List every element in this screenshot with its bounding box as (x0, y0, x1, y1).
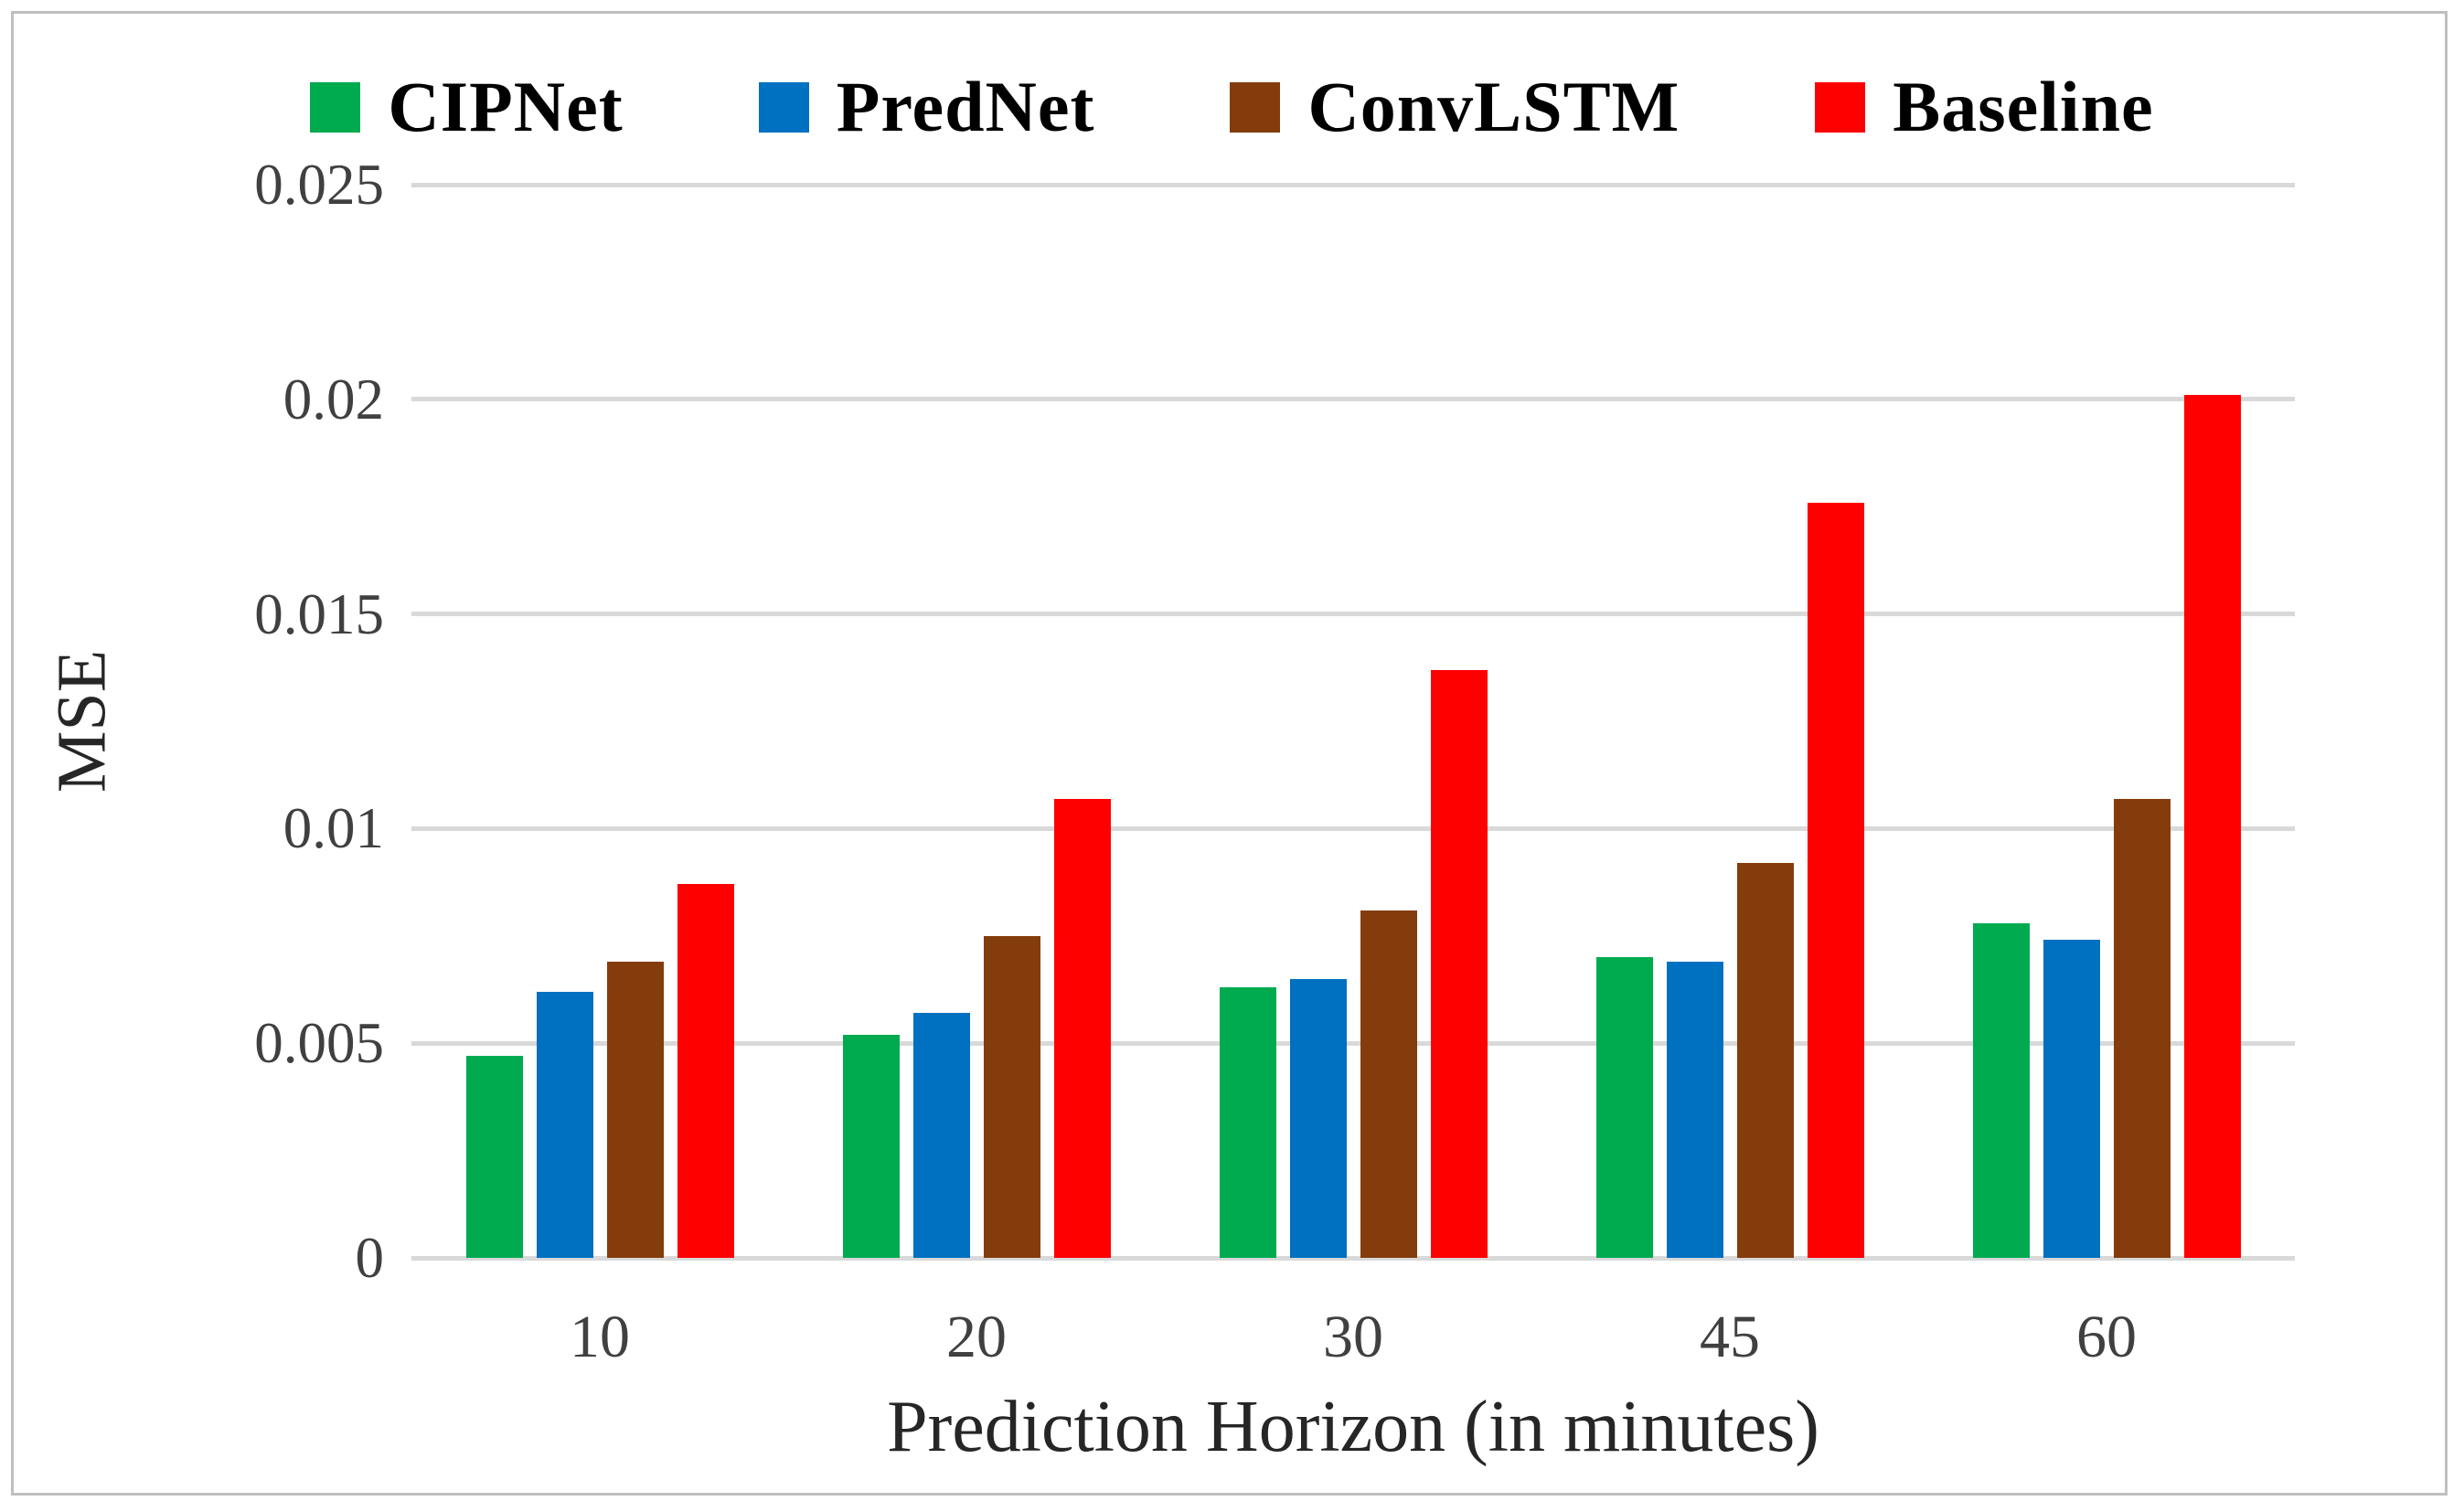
bar-ConvLSTM-60 (2113, 799, 2171, 1258)
y-tick-label-0.025: 0.025 (254, 153, 384, 217)
bar-PredNet-45 (1666, 962, 1723, 1258)
bar-group-20 (788, 185, 1165, 1258)
bar-CIPNet-20 (842, 1035, 900, 1258)
gridline-y-0.02 (411, 397, 2295, 402)
plot-bars (411, 185, 2295, 1258)
y-tick-label-0: 0 (355, 1226, 385, 1290)
bar-group-45 (1541, 185, 1918, 1258)
bar-CIPNet-60 (1972, 923, 2030, 1258)
bar-ConvLSTM-20 (983, 936, 1040, 1258)
legend-label-CIPNet: CIPNet (388, 67, 624, 146)
y-axis-tick-labels: 0 0.005 0.01 0.015 0.02 0.025 (110, 0, 384, 1512)
gridline-y-0.015 (411, 612, 2295, 617)
bar-CIPNet-45 (1595, 957, 1653, 1258)
bar-PredNet-60 (2043, 940, 2100, 1258)
bar-Baseline-60 (2183, 395, 2241, 1258)
legend-label-PredNet: PredNet (836, 67, 1095, 146)
bar-group-10 (411, 185, 788, 1258)
bar-Baseline-20 (1053, 799, 1111, 1258)
bar-PredNet-10 (536, 992, 593, 1258)
x-tick-label-45: 45 (1700, 1304, 1760, 1370)
gridline-y-0 (411, 1255, 2295, 1261)
legend-item-ConvLSTM: ConvLSTM (1230, 71, 1680, 143)
bar-ConvLSTM-45 (1736, 863, 1794, 1258)
bar-Baseline-10 (677, 884, 734, 1258)
y-tick-label-0.01: 0.01 (283, 796, 384, 861)
legend-label-Baseline: Baseline (1893, 67, 2154, 146)
gridline-y-0.025 (411, 182, 2295, 187)
plot-gridlines (411, 182, 2295, 1261)
bar-ConvLSTM-30 (1360, 910, 1417, 1258)
legend-swatch-Baseline (1815, 81, 1866, 133)
legend: CIPNet PredNet ConvLSTM Baseline (0, 71, 2464, 143)
gridline-y-0.01 (411, 825, 2295, 831)
bar-Baseline-30 (1430, 670, 1488, 1258)
x-tick-label-20: 20 (946, 1304, 1007, 1370)
bar-ConvLSTM-10 (606, 962, 664, 1258)
legend-item-PredNet: PredNet (758, 67, 1095, 146)
bar-CIPNet-10 (465, 1056, 523, 1258)
bar-CIPNet-30 (1219, 987, 1276, 1258)
legend-swatch-ConvLSTM (1230, 81, 1281, 133)
x-axis-tick-labels: 10 20 30 45 60 (411, 1305, 2295, 1379)
bar-Baseline-45 (1807, 503, 1864, 1258)
x-tick-label-10: 10 (570, 1304, 630, 1370)
y-tick-label-0.02: 0.02 (283, 367, 384, 431)
legend-swatch-CIPNet (310, 81, 361, 133)
x-tick-label-30: 30 (1323, 1304, 1383, 1370)
legend-swatch-PredNet (758, 81, 809, 133)
legend-label-ConvLSTM: ConvLSTM (1307, 67, 1680, 146)
legend-item-CIPNet: CIPNet (310, 71, 623, 143)
y-tick-label-0.005: 0.005 (254, 1011, 384, 1076)
bar-group-60 (1918, 185, 2295, 1258)
y-tick-label-0.015: 0.015 (254, 581, 384, 646)
bar-group-30 (1165, 185, 1541, 1258)
gridline-y-0.005 (411, 1040, 2295, 1046)
legend-item-Baseline: Baseline (1815, 71, 2153, 143)
bar-PredNet-30 (1289, 979, 1347, 1258)
bar-PredNet-20 (912, 1013, 970, 1258)
x-tick-label-60: 60 (2076, 1304, 2137, 1370)
x-axis-title: Prediction Horizon (in minutes) (887, 1387, 1819, 1467)
